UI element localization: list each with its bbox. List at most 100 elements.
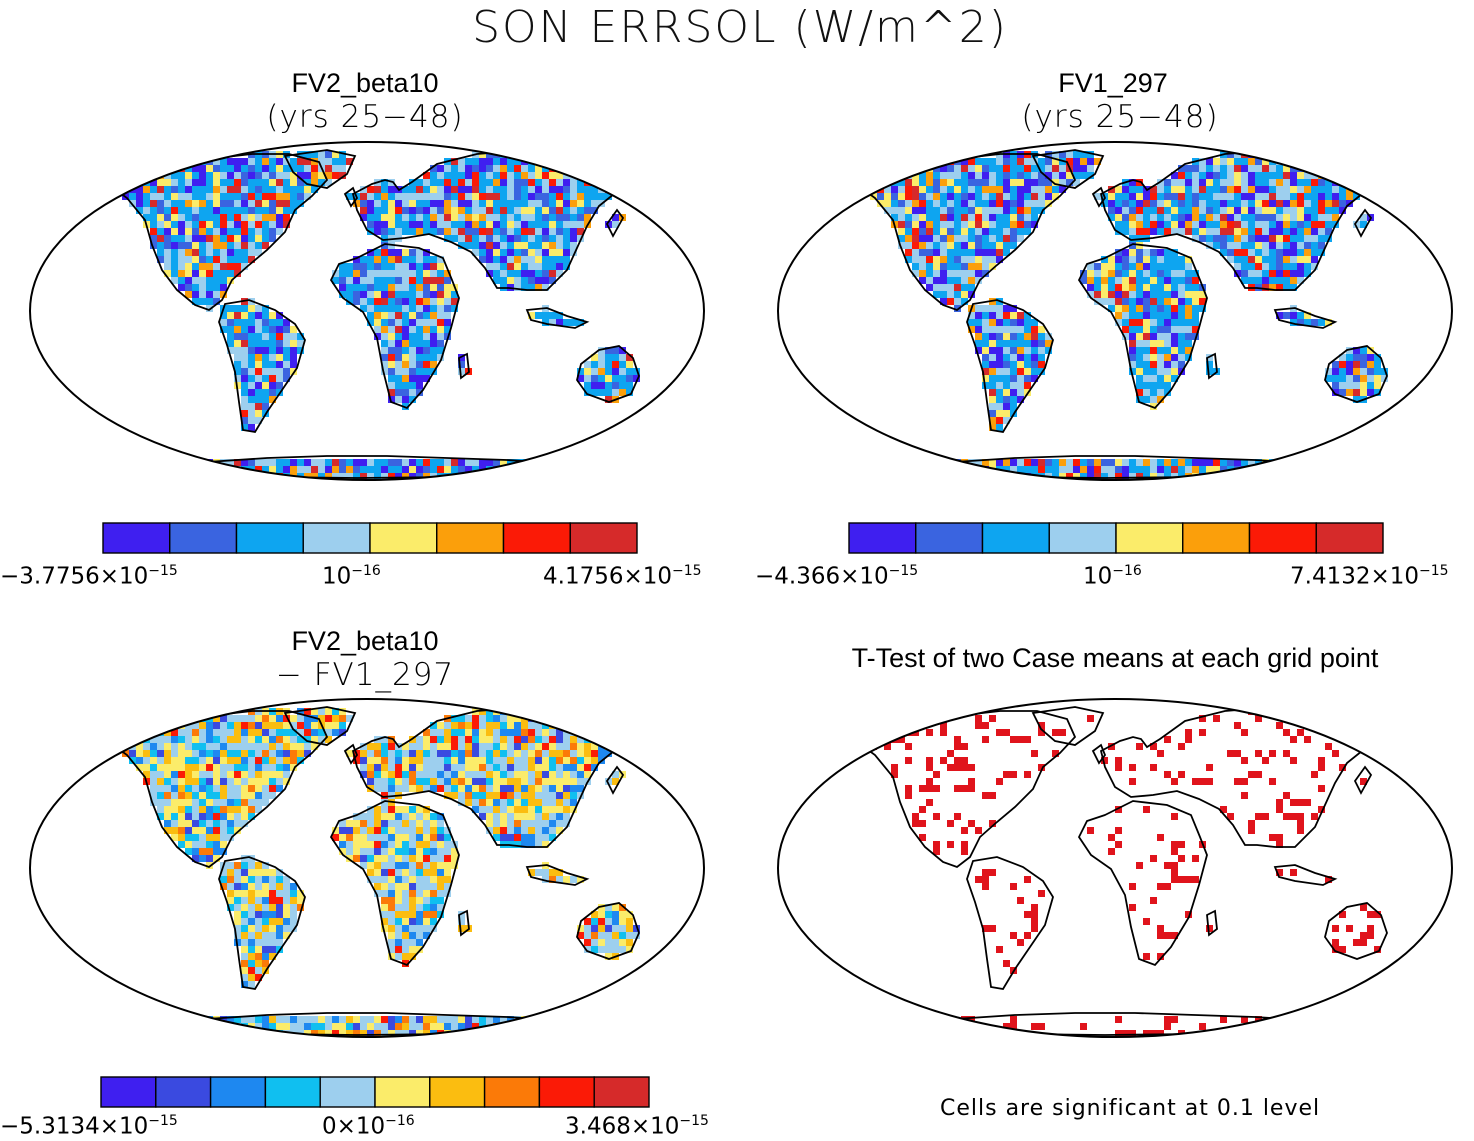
panel-tr-coast-eurasia (1099, 149, 1382, 291)
panel-tl-coast-africa (329, 243, 460, 410)
panel-tr-cb-swatch-7 (1315, 522, 1384, 554)
panel-br-title: T-Test of two Case means at each grid po… (851, 643, 1379, 673)
panel-tr-cb-swatch-6 (1248, 522, 1317, 554)
panel-tl-title: FV2_beta10 (291, 68, 439, 98)
panel-br-footnote: Cells are significant at 0.1 level (940, 1096, 1321, 1121)
panel-bl-coast-madagascar (458, 909, 470, 937)
panel-bl-cb-swatch-3 (264, 1076, 321, 1108)
panel-tl-coast-australia (576, 345, 640, 403)
panel-tr-coast-madagascar (1206, 352, 1218, 380)
panel-br-coast-eurasia (1099, 706, 1382, 848)
panel-bl-map-border (29, 698, 705, 1038)
panel-bl-coast-africa (329, 800, 460, 967)
panel-br-coast-madagascar (1206, 909, 1218, 937)
panel-tr-coast-japan (1353, 208, 1373, 238)
panel-bl-cb-label-mid: 0×10−16 (322, 1113, 415, 1140)
panel-tr-cb-swatch-4 (1115, 522, 1184, 554)
panel-bl-cb-swatch-7 (483, 1076, 541, 1108)
panel-tr-cb-label-min: −4.366×10−15 (755, 563, 919, 590)
panel-tr-cb-label-mid: 10−16 (1083, 563, 1142, 590)
panel-bl-cb-swatch-5 (374, 1076, 431, 1108)
panel-bl-coast-uk (343, 743, 359, 765)
panel-bl-coast-greenland (283, 706, 357, 746)
panel-tr-coast-indo (1273, 307, 1338, 329)
panel-bl-title: FV2_beta10 (291, 626, 439, 656)
panel-tl-cb-swatch-7 (569, 522, 638, 554)
panel-tr-title: FV1_297 (1058, 68, 1168, 98)
panel-tl-cb-swatch-1 (169, 522, 238, 554)
panel-tr-coast-samerica (966, 299, 1054, 433)
panel-tl-cb-label-mid: 10−16 (322, 563, 381, 590)
panel-tr-cb-swatch-3 (1048, 522, 1117, 554)
panel-tr-cb-swatch-2 (981, 522, 1050, 554)
panel-tr-coast-africa (1077, 243, 1208, 410)
panel-br-coastlines (851, 706, 1436, 1036)
panel-tr-coast-nz (1422, 394, 1436, 418)
panel-bl-coast-japan (605, 765, 625, 795)
panel-bl-cb-swatch-2 (209, 1076, 267, 1108)
panel-tl-cb-swatch-3 (302, 522, 371, 554)
panel-tr-map (777, 141, 1453, 481)
panel-bl-cb-swatch-8 (538, 1076, 595, 1108)
panel-tr-coast-greenland (1031, 149, 1105, 189)
panel-tr-colorbar (848, 522, 1384, 554)
panel-bl-coast-eurasia (351, 706, 634, 848)
panel-br-coast-samerica (966, 856, 1054, 990)
panel-tl-coast-indo (525, 307, 590, 329)
panel-tl-cb-swatch-2 (235, 522, 304, 554)
panel-tl-cb-swatch-4 (369, 522, 438, 554)
panel-br-coast-indo (1273, 864, 1338, 886)
panel-br-map (777, 698, 1453, 1038)
panel-bl-cb-swatch-6 (429, 1076, 486, 1108)
panel-tr-cells (856, 151, 1437, 480)
panel-tl-coast-madagascar (458, 352, 470, 380)
panel-tl-coast-samerica (218, 299, 306, 433)
panel-tl-coast-nz (674, 394, 688, 418)
panel-br-coast-africa (1077, 800, 1208, 967)
panel-bl-cells (108, 708, 689, 1037)
panel-bl-coast-australia (576, 902, 640, 960)
panel-bl-coast-nz (674, 951, 688, 975)
panel-bl-coast-samerica (218, 856, 306, 990)
panel-br-map-border (777, 698, 1453, 1038)
panel-bl-cb-label-min: −5.3134×10−15 (0, 1113, 178, 1140)
figure-title: SON ERRSOL (W/m^2) (472, 2, 1008, 53)
panel-bl-cb-swatch-4 (319, 1076, 376, 1108)
panel-tl-subtitle: (yrs 25−48) (266, 99, 464, 135)
panel-tr-coast-australia (1324, 345, 1388, 403)
panel-bl-cb-swatch-9 (593, 1076, 650, 1108)
panel-br-coast-uk (1091, 743, 1107, 765)
panel-br-cells (863, 708, 1381, 1037)
panel-tl-coast-greenland (283, 149, 357, 189)
panel-tl-cells (108, 151, 689, 480)
panel-tl-map-border (29, 141, 705, 481)
panel-bl-coast-indo (525, 864, 590, 886)
panel-tr-map-border (777, 141, 1453, 481)
panel-br-coast-japan (1353, 765, 1373, 795)
panel-bl-cb-swatch-0 (100, 1076, 157, 1108)
panel-tr-cb-swatch-0 (848, 522, 917, 554)
panel-tl-cb-swatch-5 (436, 522, 505, 554)
panel-tr-subtitle: (yrs 25−48) (1021, 99, 1219, 135)
panel-tl-coastlines (103, 149, 688, 479)
panel-bl-subtitle: − FV1_297 (275, 657, 455, 693)
panel-tl-coast-eurasia (351, 149, 634, 291)
panel-bl-colorbar (100, 1076, 650, 1108)
panel-tr-coast-uk (1091, 186, 1107, 208)
panel-tl-cb-label-min: −3.7756×10−15 (0, 563, 178, 590)
panel-tl-cb-label-max: 4.1756×10−15 (543, 563, 702, 590)
panel-br-coast-australia (1324, 902, 1388, 960)
panel-tl-coast-japan (605, 208, 625, 238)
panel-tl-colorbar (102, 522, 638, 554)
panel-br-coast-greenland (1031, 706, 1105, 746)
panel-bl-map (29, 698, 705, 1038)
panel-tl-coast-uk (343, 186, 359, 208)
panel-tl-cb-swatch-6 (502, 522, 571, 554)
panel-tr-cb-swatch-5 (1182, 522, 1251, 554)
panel-bl-cb-swatch-1 (155, 1076, 212, 1108)
panel-bl-cb-label-max: 3.468×10−15 (565, 1113, 709, 1140)
panel-tr-cb-label-max: 7.4132×10−15 (1290, 563, 1449, 590)
panel-tl-cb-swatch-0 (102, 522, 171, 554)
panel-br-coast-nz (1422, 951, 1436, 975)
panel-tl-map (29, 141, 705, 481)
